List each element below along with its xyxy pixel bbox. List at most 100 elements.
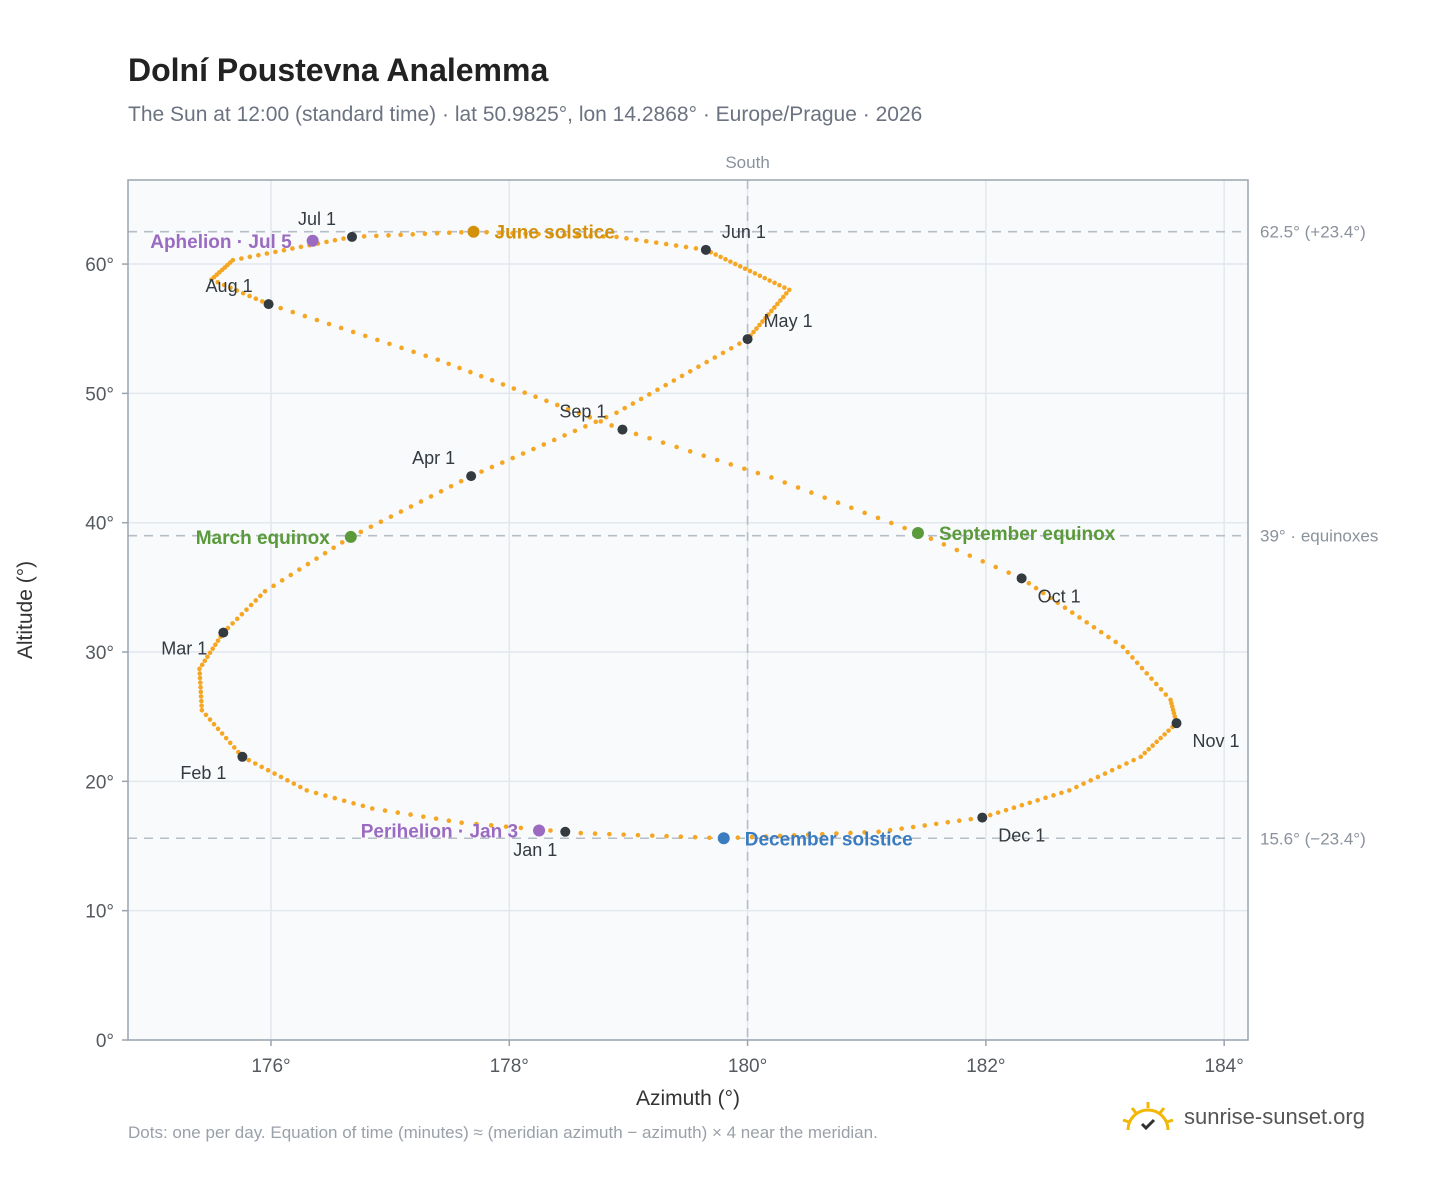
daily-dot [655,387,660,393]
daily-dot [1043,795,1048,801]
daily-dot [219,731,225,736]
y-tick-label: 60° [85,255,114,276]
daily-dot [368,524,374,530]
daily-dot [358,529,364,535]
daily-dot [541,442,547,447]
daily-dot [751,329,756,335]
daily-dot [1084,620,1090,625]
daily-dot [1027,800,1033,806]
daily-dot [500,382,506,387]
daily-dot [835,500,841,506]
daily-dot [704,359,709,365]
daily-dot [607,831,612,837]
daily-dot [230,621,235,626]
daily-dot [993,564,999,570]
daily-dot [777,833,783,839]
daily-dot [910,824,916,830]
daily-dot [234,288,240,293]
month-label: Aug 1 [206,276,253,296]
analemma-curve [197,229,1179,841]
daily-dot [754,326,759,331]
axes: 176° 178° 180° 182° 184° 0° 10° 20° 30° 40° 50° 60°… [14,255,1244,1110]
daily-dot [786,287,792,293]
daily-dot [742,266,748,272]
daily-dot [554,402,560,408]
daily-dot [518,825,524,831]
event-label: September equinox [939,524,1116,545]
daily-dot [634,237,639,243]
daily-dot [701,453,707,458]
daily-dot [203,712,209,718]
y-tick-label: 20° [85,772,114,793]
x-tick-label: 180° [728,1056,767,1077]
event-label: Aphelion · Jul 5 [150,232,292,253]
daily-dot [302,313,308,319]
daily-dot [1066,788,1072,793]
daily-dot [273,249,278,255]
daily-dot [622,405,628,411]
brand[interactable]: sunrise-sunset.org [1120,1100,1365,1134]
daily-dot [265,767,271,773]
daily-dot [520,451,526,456]
daily-dot [723,256,728,262]
daily-dot [593,419,599,425]
daily-dot [248,602,254,608]
brand-name[interactable]: sunrise-sunset.org [1184,1104,1365,1129]
daily-dot [1117,764,1122,770]
daily-dot [696,364,701,370]
daily-dot [614,234,619,240]
daily-dot [588,233,593,239]
daily-dot [763,315,768,321]
daily-dot [478,373,484,379]
daily-dot [876,829,881,835]
daily-dot [614,410,619,416]
event-label: December solstice [745,829,913,850]
daily-dot [262,588,268,594]
daily-dot [332,795,338,801]
daily-dot [314,556,319,561]
daily-dot [279,578,285,583]
daily-dot [1059,790,1064,796]
daily-dot [782,285,787,290]
sun-check-icon [1122,1102,1174,1131]
daily-dot [388,514,394,519]
daily-dot [313,790,319,796]
daily-dot [448,483,454,489]
daily-dot [728,345,734,351]
month-marker [263,299,274,310]
daily-dot [423,353,429,359]
daily-dot [1130,655,1135,660]
y-axis-label: Altitude (°) [14,561,37,659]
daily-dot [954,547,960,553]
daily-dot [522,390,527,395]
x-tick-label: 184° [1205,1056,1244,1077]
daily-dot [782,480,788,485]
daily-dot [228,285,233,291]
daily-dot [197,680,203,685]
daily-dot [562,433,567,438]
month-marker [560,826,571,837]
daily-dot [499,460,505,465]
reference-lines: 62.5° (+23.4°) 39° · equinoxes 15.6° (−23.… [128,153,1378,1040]
daily-dot [733,261,738,267]
daily-dot [240,290,246,296]
month-marker [617,424,628,435]
daily-dot [1131,757,1136,763]
daily-dot [660,440,666,445]
daily-dot [718,254,723,260]
y-tick-label: 0° [96,1031,114,1052]
daily-dot [1006,570,1011,575]
daily-dot [757,322,762,328]
month-label: May 1 [764,311,813,331]
daily-dot [369,806,375,811]
daily-dot [253,296,259,301]
daily-dot [1134,660,1140,666]
daily-dot [728,259,733,264]
daily-dot [1055,600,1061,606]
daily-dot [197,666,202,672]
daily-dot [772,305,777,310]
x-tick-label: 176° [251,1056,290,1077]
daily-dot [231,745,237,750]
daily-dot [1048,595,1053,601]
